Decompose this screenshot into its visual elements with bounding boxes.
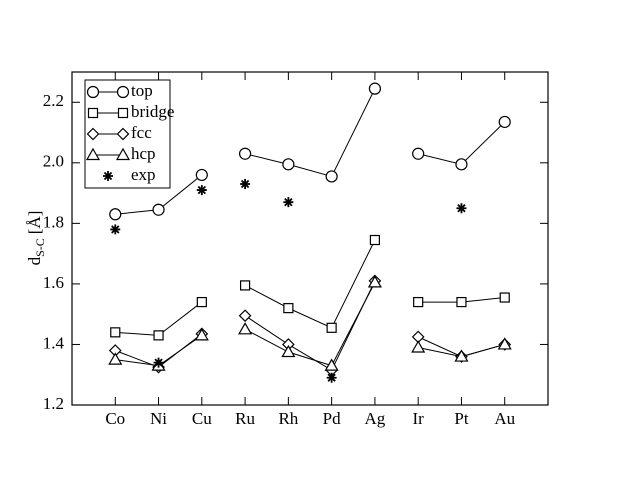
legend-label: hcp — [131, 144, 156, 163]
x-tick-label: Ni — [150, 409, 167, 428]
marker — [455, 158, 468, 171]
y-tick-label: 1.8 — [43, 212, 64, 231]
marker — [87, 107, 99, 119]
x-tick-label: Ru — [235, 409, 255, 428]
x-tick-label: Pd — [323, 409, 341, 428]
marker — [238, 309, 252, 323]
marker — [110, 327, 121, 338]
marker — [283, 197, 294, 208]
marker — [367, 275, 382, 288]
y-label-unit: [Å] — [25, 211, 44, 235]
marker — [325, 170, 338, 183]
marker — [368, 82, 382, 95]
marker — [103, 171, 113, 181]
y-tick-label: 2.0 — [43, 152, 64, 171]
marker — [86, 85, 100, 99]
x-tick-label: Ir — [413, 409, 425, 428]
marker — [196, 185, 207, 196]
marker — [456, 203, 467, 214]
marker — [498, 115, 511, 129]
marker — [110, 224, 121, 235]
marker — [116, 127, 130, 141]
marker — [281, 344, 296, 358]
y-tick-label: 1.2 — [43, 394, 64, 413]
marker — [109, 208, 122, 221]
y-tick-label: 1.4 — [43, 333, 65, 352]
y-label-sub: S-C — [33, 238, 47, 257]
legend-label: top — [131, 81, 153, 100]
marker — [283, 303, 294, 314]
legend-label: exp — [131, 165, 156, 184]
legend-label: fcc — [131, 123, 152, 142]
marker — [454, 349, 469, 362]
x-tick-label: Co — [105, 409, 125, 428]
x-tick-label: Au — [494, 409, 515, 428]
x-tick-label: Cu — [192, 409, 212, 428]
marker — [282, 158, 295, 171]
plot-frame — [71, 71, 549, 406]
marker — [497, 337, 512, 350]
marker — [411, 340, 426, 353]
series-line — [115, 239, 505, 336]
y-tick-label: 1.6 — [43, 273, 64, 292]
marker — [240, 179, 251, 190]
marker — [153, 357, 164, 368]
y-label-main: d — [25, 256, 44, 265]
marker — [499, 292, 510, 303]
marker — [196, 296, 207, 308]
marker — [115, 147, 131, 161]
marker — [108, 352, 123, 365]
marker — [326, 372, 337, 383]
marker — [239, 280, 251, 291]
marker — [116, 85, 130, 99]
marker — [194, 328, 209, 341]
marker — [86, 127, 100, 141]
marker — [153, 330, 164, 341]
marker — [324, 358, 339, 371]
series-line — [115, 280, 505, 371]
marker — [412, 147, 425, 160]
x-tick-label: Pt — [454, 409, 468, 428]
x-tick-label: Ag — [365, 409, 386, 428]
marker — [117, 107, 129, 119]
marker — [238, 147, 252, 160]
marker — [238, 322, 253, 335]
marker — [152, 203, 165, 216]
x-tick-label: Rh — [278, 409, 298, 428]
marker — [369, 234, 381, 246]
marker — [456, 296, 467, 308]
marker — [85, 147, 101, 161]
legend-label: bridge — [131, 102, 174, 121]
y-axis-label: dS-C [Å] — [25, 211, 47, 266]
marker — [413, 296, 424, 308]
marker — [195, 168, 208, 182]
marker — [326, 322, 337, 333]
y-tick-label: 2.2 — [43, 91, 64, 110]
